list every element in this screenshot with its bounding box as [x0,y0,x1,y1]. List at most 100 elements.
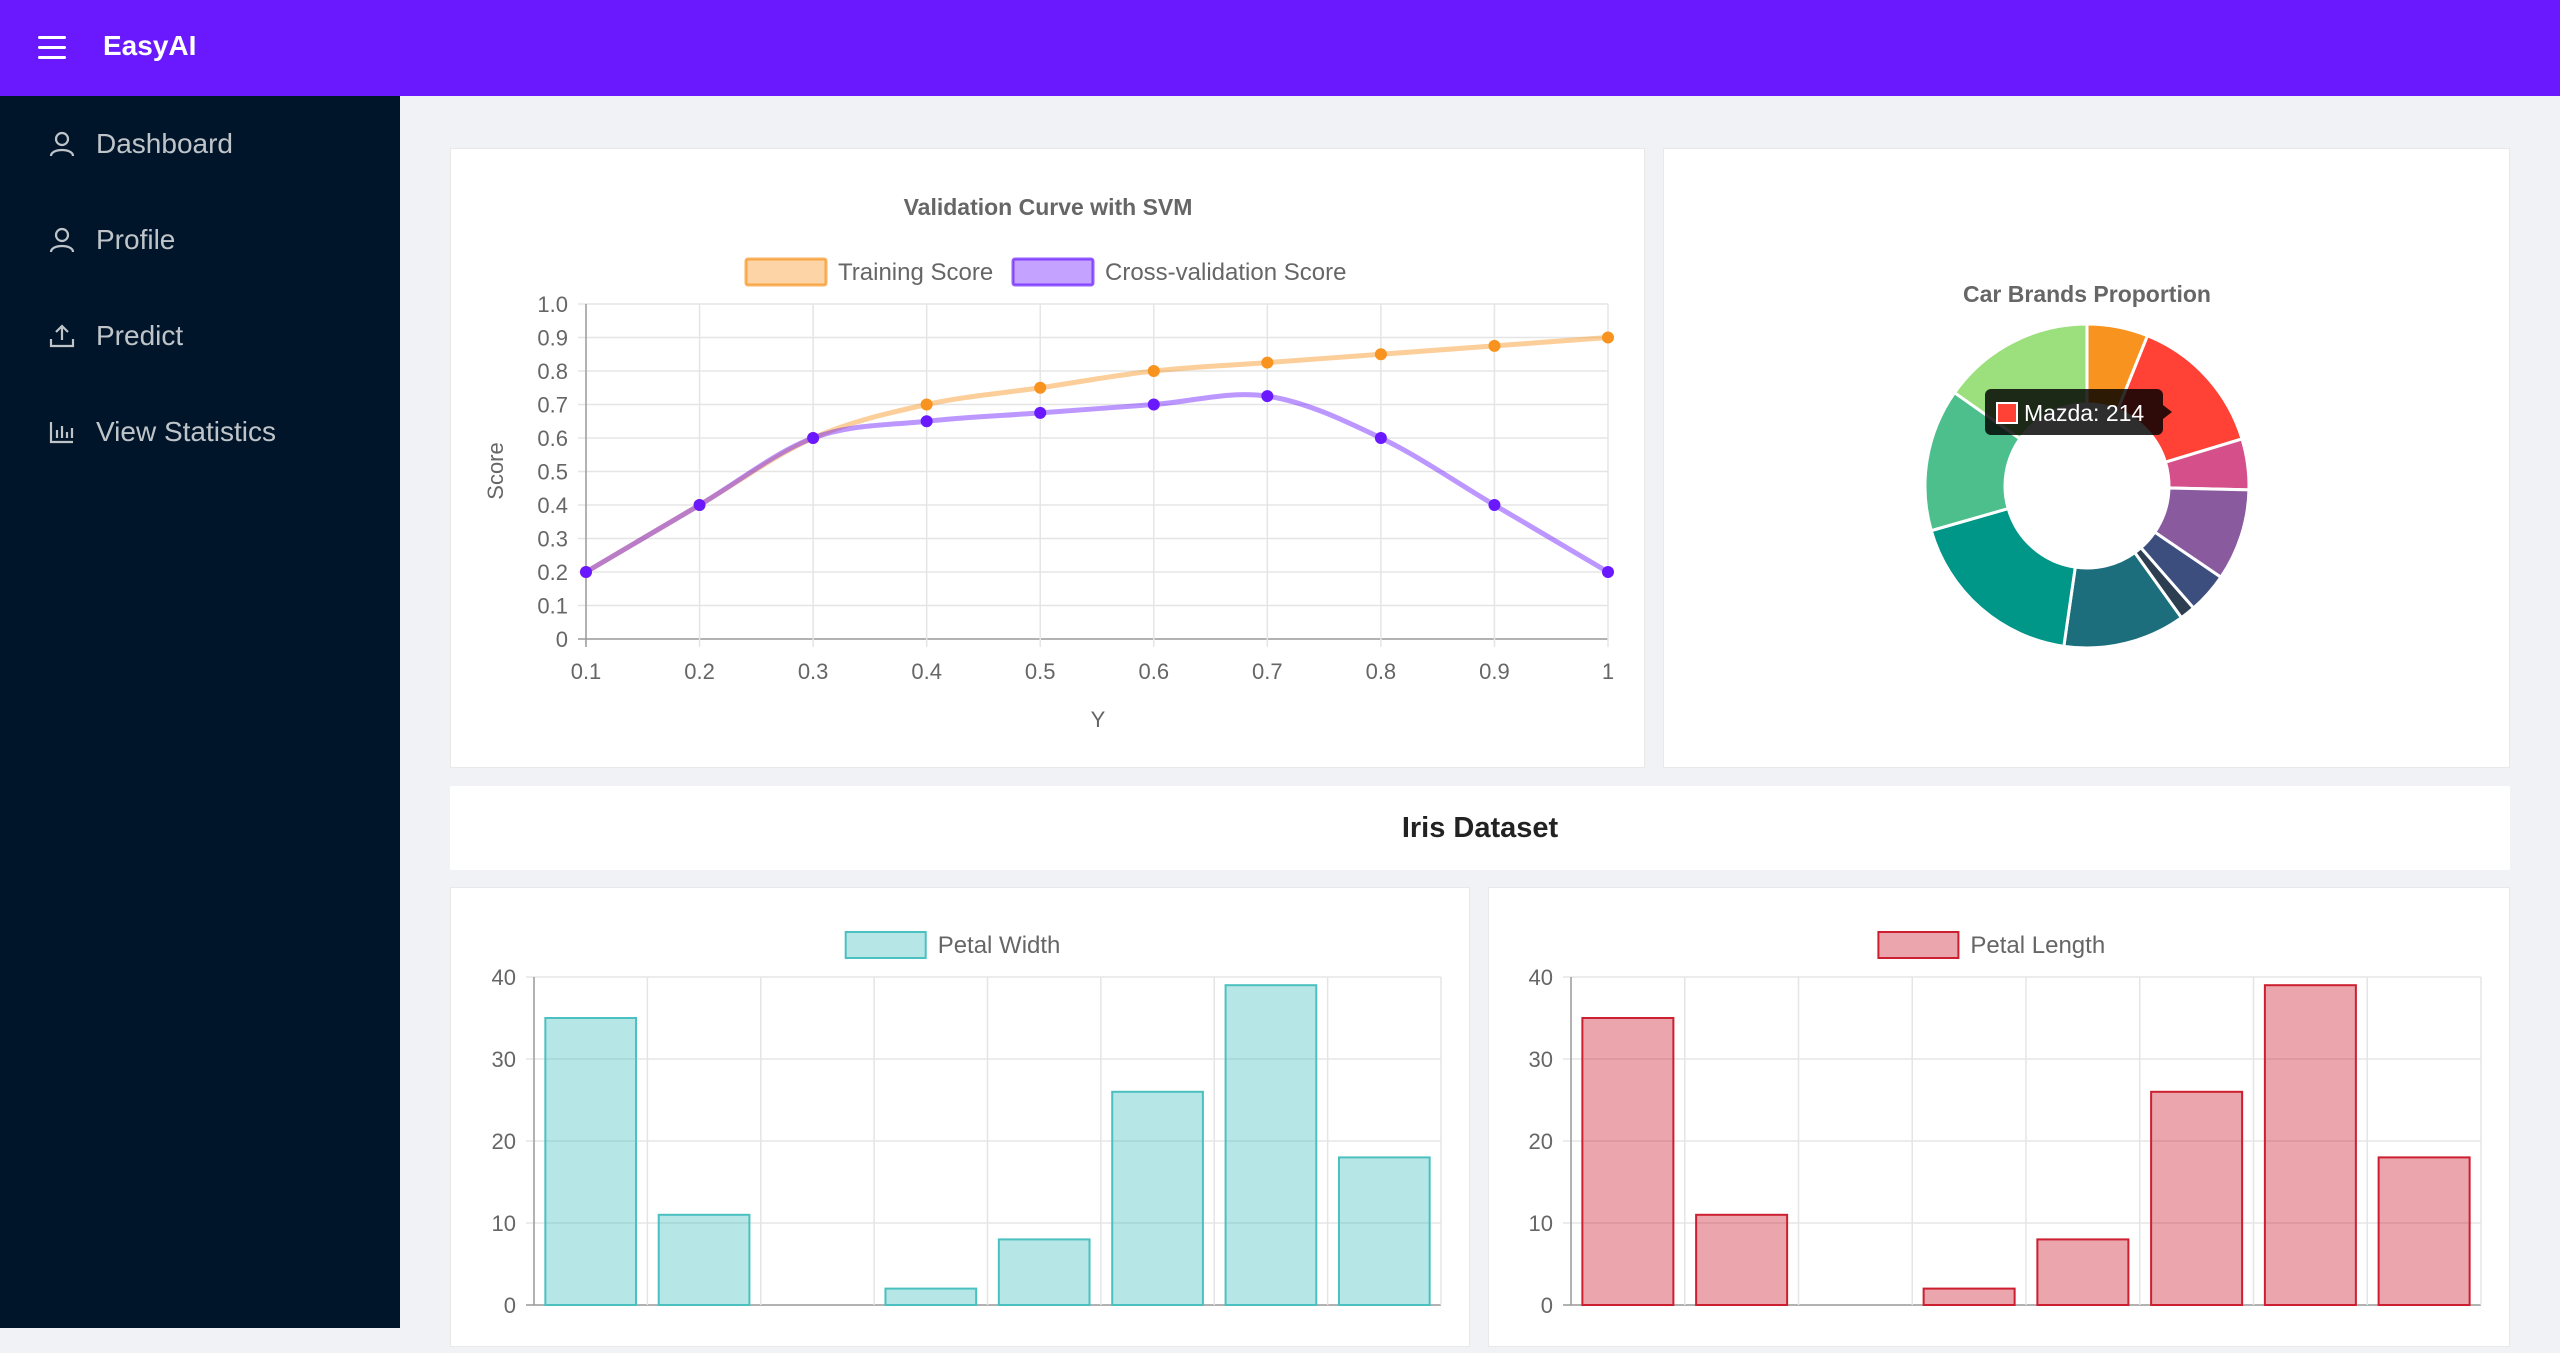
x-axis-label: Y [1091,707,1106,732]
data-point[interactable] [580,566,592,578]
series-line [584,335,1609,575]
bar[interactable] [997,1238,1091,1306]
y-tick-label: 40 [1529,965,1553,990]
bar[interactable] [884,1287,978,1307]
iris-dataset-title: Iris Dataset [450,786,2510,870]
data-point[interactable] [1147,365,1160,377]
pie-slice[interactable] [1929,506,2077,649]
x-tick-label: 0.5 [1025,659,1056,684]
upload-icon [49,324,75,348]
x-tick-label: 0.8 [1366,659,1397,684]
y-tick-label: 0 [556,627,568,652]
sidebar-item-dashboard[interactable]: Dashboard [0,96,400,192]
legend-label[interactable]: Cross-validation Score [1105,259,1346,286]
menu-icon[interactable] [38,36,66,60]
sidebar-item-label: Predict [96,320,184,351]
sidebar-item-view-statistics[interactable]: View Statistics [0,384,400,480]
sidebar-item-label: Profile [96,224,176,255]
y-tick-label: 0.3 [537,527,568,552]
y-tick-label: 0.1 [537,594,568,619]
bar[interactable] [1922,1287,2016,1307]
x-tick-label: 0.1 [571,659,602,684]
data-point[interactable] [807,432,820,444]
petal-width-chart: 0 10 20 30 40 Petal Width [492,931,1442,1318]
x-tick-label: 0.7 [1252,659,1283,684]
legend-swatch[interactable] [744,257,828,287]
legend-label[interactable]: Petal Length [1970,932,2105,959]
validation-curve-chart: Validation Curve with SVM Training Score… [483,194,1614,732]
legend-label[interactable]: Petal Width [938,932,1061,959]
bar[interactable] [1337,1156,1431,1306]
bar-chart-icon [49,422,74,444]
petal-width-card: 0 10 20 30 40 Petal Width [450,887,1470,1347]
data-point[interactable] [920,415,933,428]
y-tick-label: 30 [1529,1047,1553,1072]
bar[interactable] [2036,1238,2130,1306]
data-point[interactable] [1374,348,1387,361]
y-tick-label: 20 [492,1129,516,1154]
data-point[interactable] [1261,356,1274,369]
petal-length-card: 0 10 20 30 40 Petal Length [1488,887,2510,1347]
bar[interactable] [1695,1213,1789,1306]
series-line [584,392,1610,575]
sidebar: Dashboard Profile Predict View Statistic… [0,96,400,1328]
y-tick-label: 10 [492,1211,516,1236]
x-tick-label: 0.4 [911,659,942,684]
bar[interactable] [2263,984,2357,1306]
user-icon [49,131,75,157]
validation-curve-card: Validation Curve with SVM Training Score… [450,148,1645,768]
bar[interactable] [1581,1017,1675,1306]
data-point[interactable] [1602,331,1614,344]
chart-tooltip: Mazda: 214 [1985,389,2172,435]
data-point[interactable] [1488,499,1501,511]
y-tick-label: 30 [492,1047,516,1072]
chart-title: Car Brands Proportion [1963,281,2211,307]
x-tick-label: 0.3 [798,659,829,684]
x-tick-label: 0.9 [1479,659,1510,684]
data-point[interactable] [1602,566,1614,578]
app-title: EasyAI [103,30,197,61]
legend-swatch[interactable] [1011,257,1095,287]
x-tick-label: 0.2 [684,659,715,684]
sidebar-item-predict[interactable]: Predict [0,288,400,384]
bar[interactable] [2150,1090,2244,1306]
data-point[interactable] [920,398,933,411]
data-point[interactable] [1261,390,1274,403]
data-point[interactable] [1147,398,1160,411]
sidebar-item-label: View Statistics [96,416,276,447]
y-tick-label: 0.8 [537,359,568,384]
sidebar-item-label: Dashboard [96,128,233,159]
y-tick-label: 0.5 [537,460,568,485]
x-tick-label: 0.6 [1138,659,1169,684]
car-brands-chart: Car Brands Proportion Mazda: 214 [1923,281,2251,650]
y-tick-label: 0.6 [537,426,568,451]
bar[interactable] [2377,1156,2471,1306]
petal-length-chart: 0 10 20 30 40 Petal Length [1529,931,2482,1318]
data-point[interactable] [1034,406,1047,419]
legend-swatch[interactable] [1877,931,1960,959]
legend-swatch[interactable] [844,931,927,959]
y-tick-label: 0.7 [537,393,568,418]
tooltip-text: Mazda: 214 [2024,400,2144,426]
y-tick-label: 0.4 [537,493,568,518]
x-tick-label: 1 [1602,659,1614,684]
legend-label[interactable]: Training Score [838,259,993,286]
data-point[interactable] [1488,339,1501,352]
sidebar-item-profile[interactable]: Profile [0,192,400,288]
data-point[interactable] [693,499,706,511]
top-bar: EasyAI [0,0,2560,96]
data-point[interactable] [1034,381,1047,394]
user-icon [49,227,75,253]
chart-title: Validation Curve with SVM [904,194,1193,220]
bar[interactable] [1111,1090,1204,1306]
data-point[interactable] [1374,432,1387,444]
bar[interactable] [657,1213,751,1306]
y-tick-label: 0 [1541,1293,1553,1318]
bar[interactable] [1224,984,1318,1306]
tooltip-swatch [1996,402,2018,424]
y-tick-label: 10 [1529,1211,1553,1236]
y-axis-label: Score [483,442,508,499]
bar[interactable] [544,1017,638,1306]
y-tick-label: 0.9 [537,326,568,351]
y-tick-label: 1.0 [537,292,568,317]
